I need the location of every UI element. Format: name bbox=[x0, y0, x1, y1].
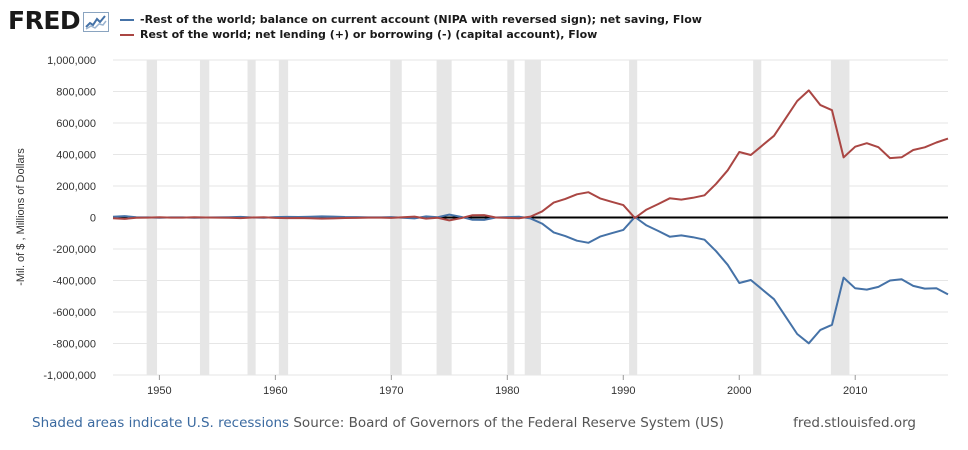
series-lines bbox=[112, 89, 949, 345]
chart-legend: -Rest of the world; balance on current a… bbox=[120, 12, 702, 42]
footer-left: Shaded areas indicate U.S. recessions So… bbox=[32, 415, 724, 431]
line-chart[interactable]: -1,000,000 -800,000 -600,000 -400,000 -200,0… bbox=[0, 0, 968, 410]
legend-label-series1: -Rest of the world; balance on current a… bbox=[140, 13, 702, 26]
x-tick-label-5: 2000 bbox=[727, 385, 751, 397]
y-tick-label-9: 800,000 bbox=[56, 87, 96, 99]
y-tick-label-6: 200,000 bbox=[56, 181, 96, 193]
x-tick-label-0: 1950 bbox=[147, 385, 171, 397]
series-line-2[interactable] bbox=[112, 89, 949, 222]
y-tick-label-1: -800,000 bbox=[53, 339, 96, 351]
y-tick-label-10: 1,000,000 bbox=[47, 55, 96, 67]
y-tick-label-8: 600,000 bbox=[56, 118, 96, 130]
fred-logo-text: FRED bbox=[8, 6, 81, 35]
fred-logo[interactable]: FRED bbox=[8, 6, 110, 36]
source-text: Source: Board of Governors of the Federa… bbox=[293, 415, 724, 431]
legend-label-series2: Rest of the world; net lending (+) or bo… bbox=[140, 28, 598, 41]
x-tick-label-2: 1970 bbox=[379, 385, 403, 397]
x-axis-ticks: 1950 1960 1970 1980 1990 2000 2010 bbox=[147, 375, 867, 397]
y-tick-label-3: -400,000 bbox=[53, 276, 96, 288]
legend-swatch-series2 bbox=[120, 33, 134, 36]
y-axis-ticks: -1,000,000 -800,000 -600,000 -400,000 -200,0… bbox=[43, 55, 96, 382]
y-tick-label-5: 0 bbox=[90, 213, 96, 225]
y-tick-label-4: -200,000 bbox=[53, 244, 96, 256]
site-link[interactable]: fred.stlouisfed.org bbox=[793, 415, 916, 431]
x-tick-label-1: 1960 bbox=[263, 385, 287, 397]
y-tick-label-2: -600,000 bbox=[53, 307, 96, 319]
x-tick-label-6: 2010 bbox=[843, 385, 867, 397]
x-tick-label-4: 1990 bbox=[611, 385, 635, 397]
y-tick-label-0: -1,000,000 bbox=[43, 370, 96, 382]
y-tick-label-7: 400,000 bbox=[56, 150, 96, 162]
legend-swatch-series1 bbox=[120, 18, 134, 21]
recessions-note[interactable]: Shaded areas indicate U.S. recessions bbox=[32, 415, 290, 431]
legend-entry-series1[interactable]: -Rest of the world; balance on current a… bbox=[120, 12, 702, 27]
legend-entry-series2[interactable]: Rest of the world; net lending (+) or bo… bbox=[120, 27, 702, 42]
y-axis-label: -Mil. of $ , Millions of Dollars bbox=[15, 148, 27, 286]
chart-line-icon bbox=[83, 12, 110, 32]
x-tick-label-3: 1980 bbox=[495, 385, 519, 397]
